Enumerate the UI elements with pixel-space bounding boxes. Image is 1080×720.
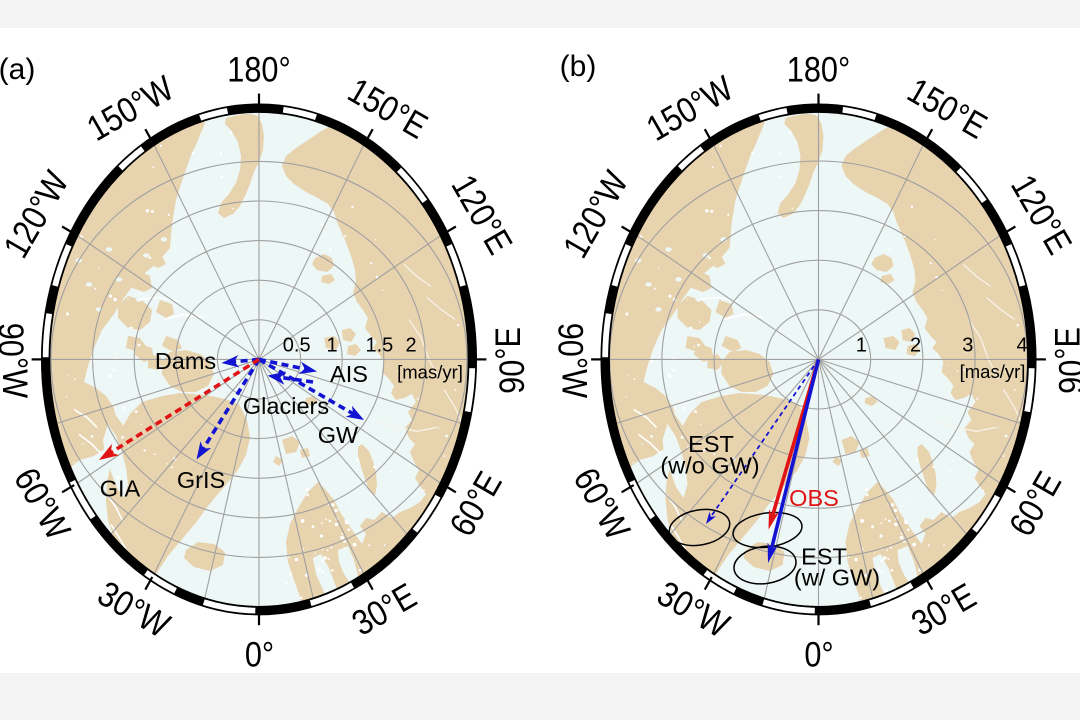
svg-text:GrIS: GrIS	[177, 467, 225, 493]
svg-text:1: 1	[856, 335, 867, 357]
svg-text:(a): (a)	[0, 53, 35, 86]
svg-text:0°: 0°	[804, 635, 833, 675]
svg-text:3: 3	[962, 335, 973, 357]
svg-text:90°E: 90°E	[1049, 327, 1080, 394]
svg-text:90°W: 90°W	[0, 323, 34, 399]
svg-text:180°: 180°	[787, 51, 850, 91]
svg-text:OBS: OBS	[789, 485, 839, 511]
svg-text:180°: 180°	[227, 51, 290, 91]
svg-text:1.5: 1.5	[365, 335, 393, 357]
svg-text:(b): (b)	[560, 50, 597, 83]
svg-text:EST: EST	[801, 544, 847, 570]
svg-text:[mas/yr]: [mas/yr]	[960, 361, 1026, 382]
svg-text:4: 4	[1016, 335, 1027, 357]
svg-text:EST: EST	[688, 431, 734, 457]
svg-text:90°E: 90°E	[489, 327, 532, 394]
svg-text:90°W: 90°W	[550, 323, 593, 399]
svg-text:2: 2	[910, 335, 921, 357]
svg-text:1: 1	[326, 335, 337, 357]
svg-text:Dams: Dams	[155, 348, 216, 374]
svg-text:0.5: 0.5	[283, 335, 311, 357]
svg-text:(w/o GW): (w/o GW)	[660, 453, 759, 479]
svg-text:AIS: AIS	[330, 361, 368, 387]
svg-text:2: 2	[405, 335, 416, 357]
svg-text:(w/ GW): (w/ GW)	[794, 565, 880, 591]
svg-text:0°: 0°	[245, 635, 274, 675]
svg-text:GW: GW	[318, 422, 359, 448]
svg-text:Glaciers: Glaciers	[243, 393, 329, 419]
svg-text:[mas/yr]: [mas/yr]	[397, 362, 463, 383]
svg-text:GIA: GIA	[100, 476, 141, 502]
